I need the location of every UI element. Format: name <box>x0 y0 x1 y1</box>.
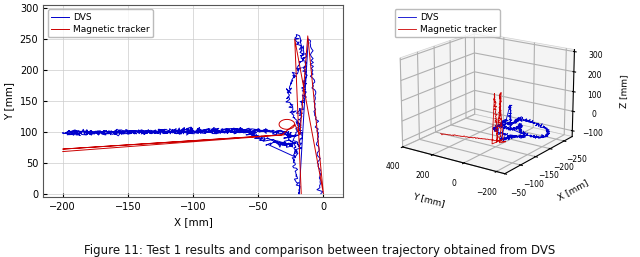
Y-axis label: X [mm]: X [mm] <box>556 178 589 201</box>
DVS <box>224 130 232 133</box>
Magnetic tracker <box>289 126 296 129</box>
Magnetic tracker <box>299 97 307 100</box>
Magnetic tracker <box>295 143 303 146</box>
Magnetic tracker <box>308 82 316 85</box>
X-axis label: Y [mm]: Y [mm] <box>412 191 445 208</box>
DVS <box>317 192 324 195</box>
Magnetic tracker <box>59 150 67 153</box>
Legend: DVS, Magnetic tracker: DVS, Magnetic tracker <box>395 10 500 38</box>
Magnetic tracker <box>314 132 321 135</box>
DVS <box>196 131 204 134</box>
DVS <box>292 33 300 36</box>
DVS <box>295 192 303 196</box>
DVS <box>59 131 67 134</box>
Legend: DVS, Magnetic tracker: DVS, Magnetic tracker <box>48 10 153 38</box>
Line: DVS: DVS <box>63 34 323 194</box>
Magnetic tracker <box>300 88 307 91</box>
DVS <box>111 130 119 133</box>
Magnetic tracker <box>319 192 327 195</box>
Magnetic tracker <box>304 34 312 38</box>
Y-axis label: Y [mm]: Y [mm] <box>4 82 14 120</box>
DVS <box>127 131 135 134</box>
DVS <box>294 121 301 124</box>
Magnetic tracker <box>298 192 305 195</box>
DVS <box>104 131 111 134</box>
Text: Figure 11: Test 1 results and comparison between trajectory obtained from DVS: Figure 11: Test 1 results and comparison… <box>84 244 556 257</box>
X-axis label: X [mm]: X [mm] <box>173 217 212 227</box>
Line: Magnetic tracker: Magnetic tracker <box>63 36 323 194</box>
